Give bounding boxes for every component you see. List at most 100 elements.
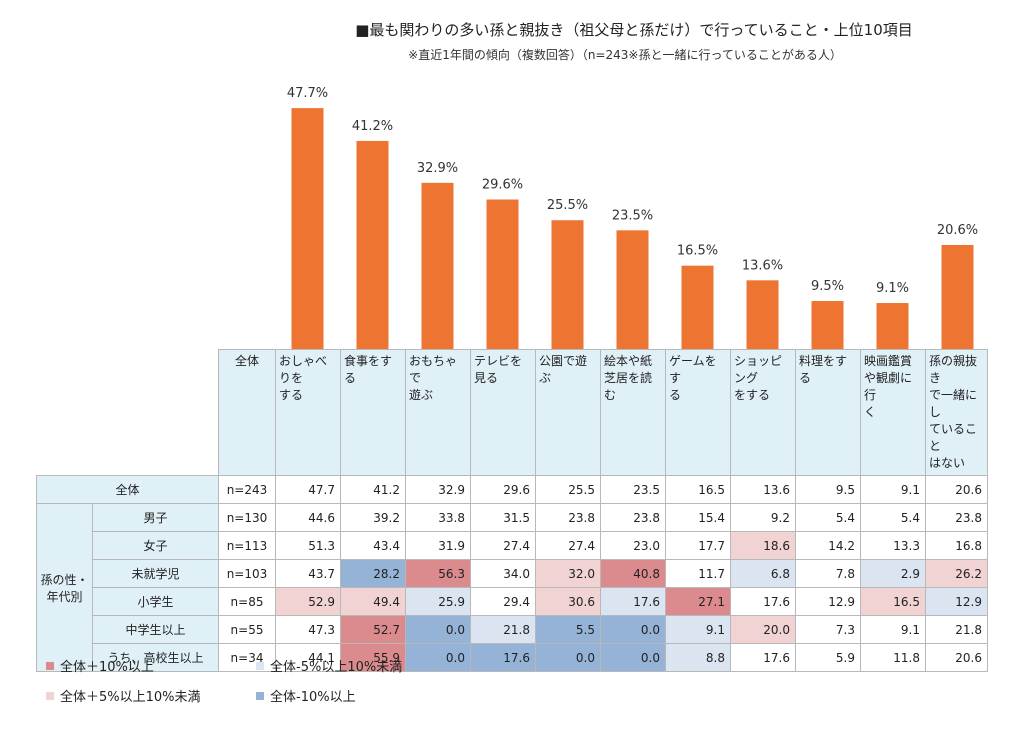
bar-label-8: 13.6% (742, 258, 783, 273)
table-corner (36, 349, 219, 476)
cell-value: 20.0 (730, 615, 796, 644)
cell-value: 0.0 (535, 643, 601, 672)
cell-value: 30.6 (535, 587, 601, 616)
legend-swatch-plus5 (46, 691, 54, 700)
col-header-10: 映画鑑賞 や観劇に行く (860, 349, 926, 476)
bar-5 (551, 220, 584, 349)
cell-value: 23.0 (600, 531, 666, 560)
bar-label-6: 23.5% (612, 208, 653, 223)
legend-label-minus10: 全体-10%以上 (270, 690, 356, 705)
cell-value: 52.9 (275, 587, 341, 616)
cell-value: 17.6 (730, 643, 796, 672)
row-group-label: 孫の性・ 年代別 (36, 503, 93, 672)
cell-value: 39.2 (340, 503, 406, 532)
cell-value: 41.2 (340, 475, 406, 504)
row-n: n=103 (218, 559, 276, 588)
cell-value: 44.6 (275, 503, 341, 532)
table-row: 中学生以上 n=55 47.3 52.7 0.0 21.8 5.5 0.0 9.1 20.0 7.3… (37, 615, 988, 644)
legend-label-plus10: 全体＋10%以上 (60, 660, 154, 675)
row-n: n=34 (218, 643, 276, 672)
cell-value: 43.4 (340, 531, 406, 560)
cell-value: 40.8 (600, 559, 666, 588)
cell-value: 20.6 (925, 475, 988, 504)
col-header-line: 公園で遊ぶ (539, 354, 588, 385)
cell-value: 31.9 (405, 531, 471, 560)
cell-value: 6.8 (730, 559, 796, 588)
col-header-line: る (669, 388, 682, 402)
cell-value: 17.7 (665, 531, 731, 560)
table-row: 孫の性・ 年代別 男子 n=130 44.6 39.2 33.8 31.5 23.8 23.8 15… (36, 503, 988, 672)
legend-item-minus5: 全体-5%以上10%未満 (256, 656, 402, 675)
cell-value: 51.3 (275, 531, 341, 560)
cell-value: 0.0 (600, 643, 666, 672)
bar-9 (811, 301, 844, 349)
cell-value: 16.8 (925, 531, 988, 560)
bar-6 (616, 230, 649, 349)
cell-value: 16.5 (665, 475, 731, 504)
cell-value: 44.1 (275, 643, 341, 672)
cell-value: 11.8 (860, 643, 926, 672)
chart-subtitle: ※直近1年間の傾向（複数回答）（n=243※孫と一緒に行っていることがある人） (408, 48, 842, 62)
cell-value: 21.8 (470, 615, 536, 644)
col-header-line: おもちゃで (409, 354, 458, 385)
bar-label-11: 20.6% (937, 223, 978, 238)
cell-value: 55.9 (340, 643, 406, 672)
col-header-line: 絵本や紙 (604, 354, 653, 368)
cell-value: 25.5 (535, 475, 601, 504)
row-n: n=130 (218, 503, 276, 532)
row-label: 中学生以上 (92, 615, 219, 644)
bar-label-4: 29.6% (482, 178, 523, 193)
cell-value: 17.6 (470, 643, 536, 672)
cell-value: 20.6 (925, 643, 988, 672)
bar-2 (356, 140, 389, 349)
bar-label-10: 9.1% (876, 281, 909, 296)
col-header-total-text: 全体 (234, 354, 259, 368)
col-header-line: 食事をする (344, 354, 393, 385)
cell-value: 18.6 (730, 531, 796, 560)
cell-value: 27.4 (470, 531, 536, 560)
bar-label-1: 47.7% (287, 86, 328, 101)
col-header-line: テレビを見る (474, 354, 523, 385)
bar-11 (941, 244, 974, 349)
row-label: 男子 (92, 503, 219, 532)
row-label: うち、高校生以上 (92, 643, 219, 672)
row-label: 女子 (92, 531, 219, 560)
col-header-1: おしゃべりを する (275, 349, 341, 476)
bar-label-2: 41.2% (352, 119, 393, 134)
cell-value: 52.7 (340, 615, 406, 644)
cell-value: 12.9 (925, 587, 988, 616)
col-header-2: 食事をする (340, 349, 406, 476)
cell-value: 25.9 (405, 587, 471, 616)
cell-value: 47.3 (275, 615, 341, 644)
col-header-8: ショッピング をする (730, 349, 796, 476)
cell-value: 5.5 (535, 615, 601, 644)
cell-value: 9.5 (795, 475, 861, 504)
cell-value: 12.9 (795, 587, 861, 616)
cell-value: 31.5 (470, 503, 536, 532)
cell-value: 32.9 (405, 475, 471, 504)
cell-value: 5.9 (795, 643, 861, 672)
bar-label-9: 9.5% (811, 279, 844, 294)
bar-1 (291, 108, 324, 350)
cell-value: 0.0 (405, 615, 471, 644)
row-label: 未就学児 (92, 559, 219, 588)
data-table: 全体 おしゃべりを する 食事をする おもちゃで 遊ぶ テレビを見る 公園で遊ぶ 絵本や紙 芝居を… (36, 349, 988, 672)
row-group-label-line: 孫の性・ (40, 572, 89, 587)
col-header-6: 絵本や紙 芝居を読む (600, 349, 666, 476)
row-label: 小学生 (92, 587, 219, 616)
cell-value: 32.0 (535, 559, 601, 588)
cell-value: 9.2 (730, 503, 796, 532)
col-header-9: 料理をする (795, 349, 861, 476)
table-row: 全体 n=243 47.7 41.2 32.9 29.6 25.5 23.5 16.5 13.6 9… (36, 475, 988, 504)
row-group-label-line: 年代別 (46, 589, 83, 604)
table-row: うち、高校生以上 n=34 44.1 55.9 0.0 17.6 0.0 0.0 8.8 17.6… (37, 643, 988, 672)
cell-value: 27.4 (535, 531, 601, 560)
cell-value: 27.1 (665, 587, 731, 616)
col-header-line: 芝居を読む (604, 371, 653, 402)
legend-item-minus10: 全体-10%以上 (256, 686, 356, 705)
col-header-total: 全体 (218, 349, 276, 476)
cell-value: 23.8 (600, 503, 666, 532)
col-header-line: ゲームをす (669, 354, 717, 385)
bar-10 (876, 303, 909, 349)
cell-value: 33.8 (405, 503, 471, 532)
